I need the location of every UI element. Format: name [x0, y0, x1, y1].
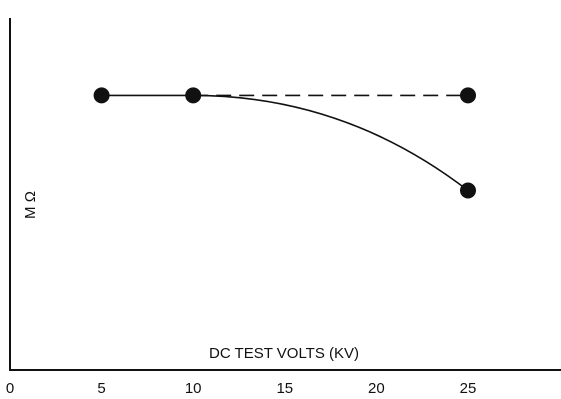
data-point-marker: [93, 87, 110, 104]
data-point-marker: [460, 87, 476, 104]
series-layer: [101, 94, 469, 192]
solid-series-line: [101, 94, 469, 192]
x-tick-label: 15: [276, 380, 293, 397]
marker-layer: [93, 87, 476, 199]
x-tick-label: 25: [460, 380, 477, 397]
x-tick-label: 0: [6, 380, 14, 397]
x-tick-label: 20: [368, 380, 385, 397]
x-tick-label: 10: [185, 380, 202, 397]
x-tick-label: 5: [97, 380, 105, 397]
y-axis-title: M Ω: [22, 191, 39, 219]
x-axis-title: DC TEST VOLTS (KV): [209, 345, 359, 362]
data-point-marker: [185, 87, 202, 104]
data-point-marker: [460, 182, 476, 199]
x-tick-labels: 0 5 10 15 20 25: [6, 380, 477, 397]
